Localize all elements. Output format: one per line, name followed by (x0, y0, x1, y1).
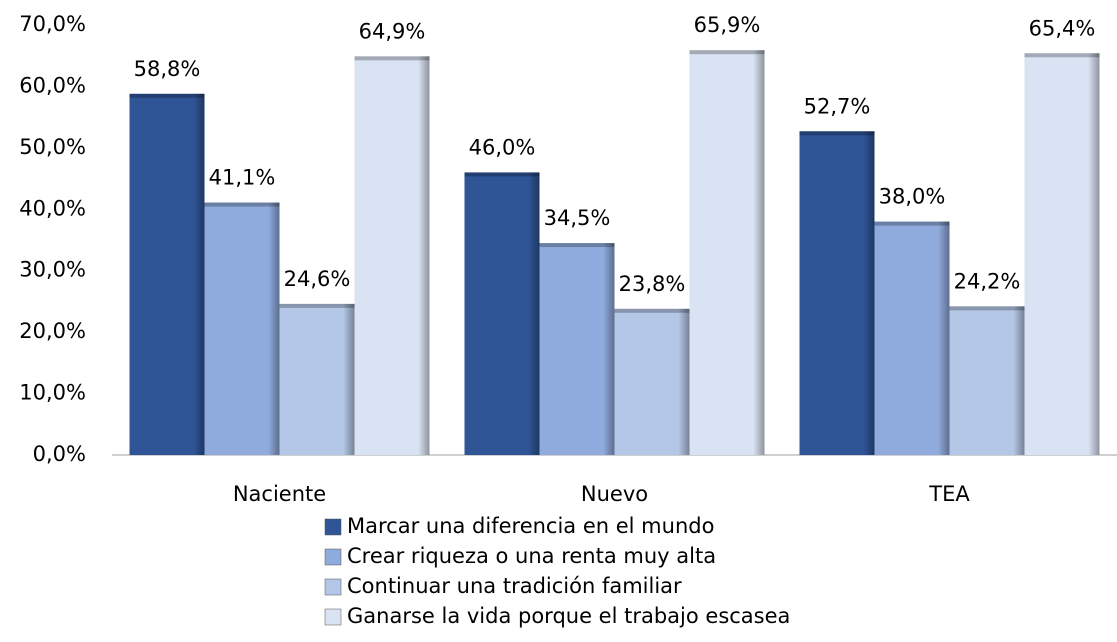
bar-top (1024, 53, 1100, 58)
legend-swatch (324, 518, 342, 536)
y-tick-label: 60,0% (19, 73, 86, 97)
y-tick-label: 50,0% (19, 135, 86, 159)
bar-top (539, 243, 615, 248)
legend-label: Marcar una diferencia en el mundo (347, 514, 714, 538)
legend-label: Ganarse la vida porque el trabajo escase… (347, 604, 790, 628)
bar-top (354, 56, 430, 61)
bar-top (279, 303, 355, 308)
value-label: 34,5% (544, 206, 611, 230)
bar-shade (129, 93, 205, 456)
value-label: 65,9% (694, 13, 761, 37)
value-label: 24,2% (954, 269, 1021, 293)
value-label: 64,9% (359, 19, 426, 43)
bar-shade (689, 50, 765, 455)
y-tick-label: 0,0% (33, 442, 86, 466)
legend-label: Continuar una tradición familiar (347, 574, 682, 598)
bar-shade (279, 303, 355, 455)
bar-shade (1024, 53, 1100, 455)
value-label: 38,0% (879, 185, 946, 209)
y-tick-label: 20,0% (19, 319, 86, 343)
value-label: 65,4% (1029, 16, 1096, 40)
x-tick-label: Naciente (233, 482, 326, 506)
legend-swatch (324, 548, 342, 566)
bar-top (204, 202, 280, 207)
bar-top (689, 50, 765, 55)
x-tick-label: Nuevo (581, 482, 648, 506)
y-tick-label: 30,0% (19, 258, 86, 282)
legend-label: Crear riqueza o una renta muy alta (347, 544, 716, 568)
bar-shade (354, 56, 430, 455)
y-tick-label: 70,0% (19, 12, 86, 36)
y-tick-label: 10,0% (19, 381, 86, 405)
bar-shade (799, 131, 875, 455)
bar-shade (614, 308, 690, 455)
value-label: 58,8% (134, 57, 201, 81)
value-label: 46,0% (469, 135, 536, 159)
bar-top (799, 131, 875, 136)
bar-top (874, 221, 950, 226)
value-label: 24,6% (284, 267, 351, 291)
bar-top (129, 93, 205, 98)
legend-swatch (324, 608, 342, 626)
bar-top (464, 172, 540, 177)
bar-shade (874, 221, 950, 455)
x-tick-label: TEA (928, 482, 970, 506)
y-tick-label: 40,0% (19, 196, 86, 220)
value-label: 41,1% (209, 166, 276, 190)
bar-shade (204, 202, 280, 455)
value-label: 23,8% (619, 272, 686, 296)
bar-shade (539, 243, 615, 455)
bar-shade (464, 172, 540, 455)
bar-shade (949, 306, 1025, 455)
value-label: 52,7% (804, 94, 871, 118)
bar-top (949, 306, 1025, 311)
legend-swatch (324, 578, 342, 596)
bar-top (614, 308, 690, 313)
